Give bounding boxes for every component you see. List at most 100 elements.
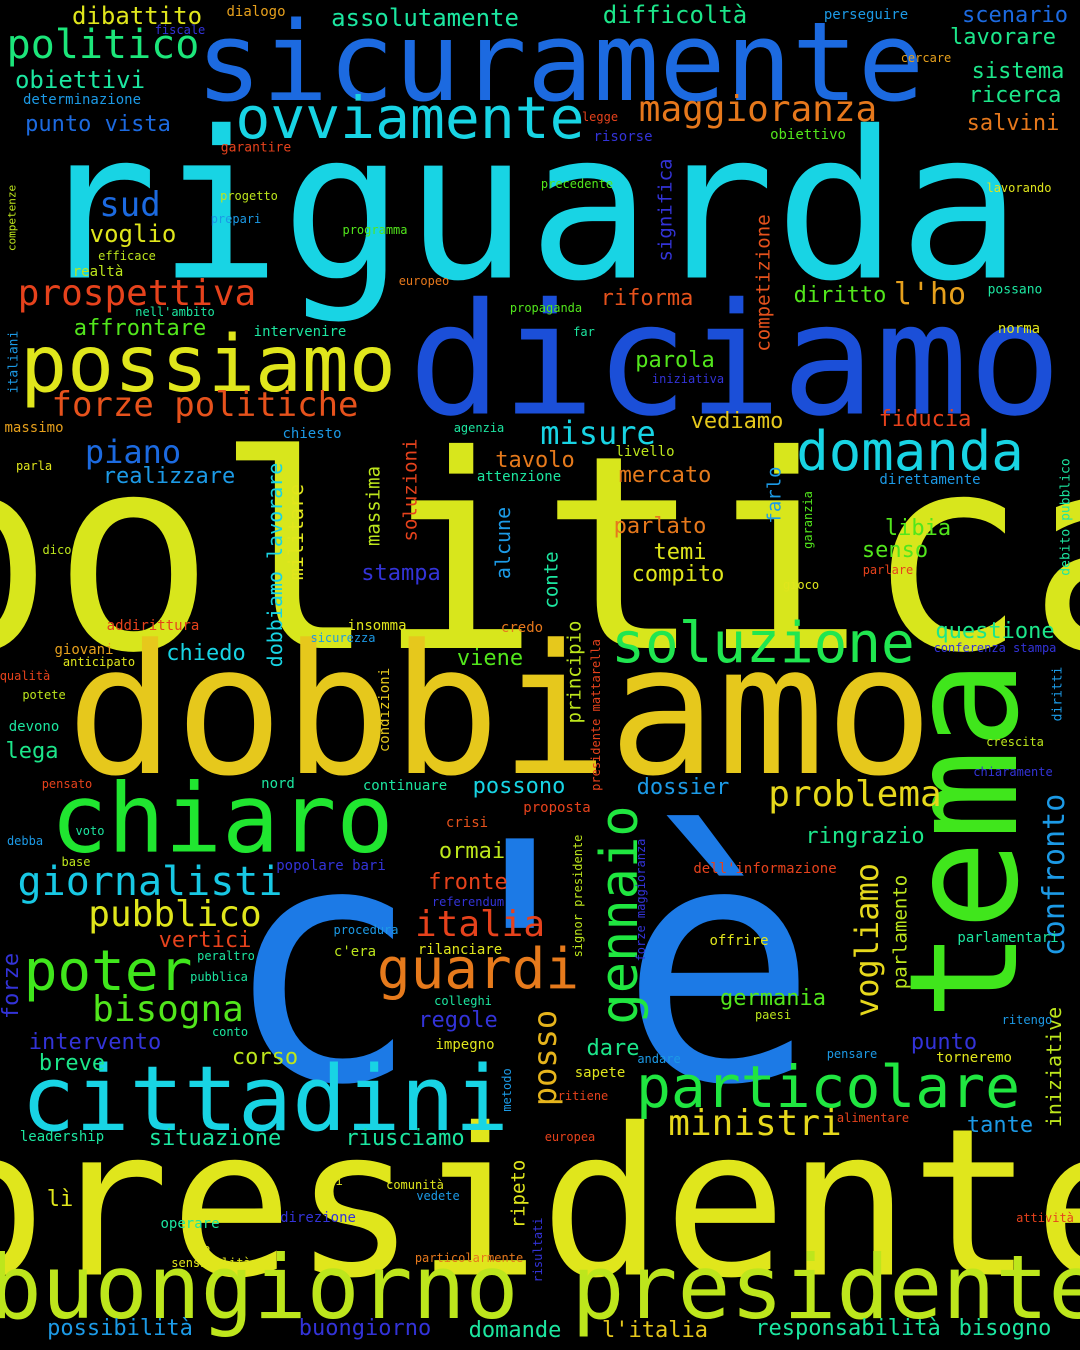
word-104: condizioni (377, 667, 393, 753)
word-48: affrontare (73, 316, 207, 341)
word-84: possibilità (47, 1316, 193, 1341)
word-69: ringrazio (805, 824, 925, 849)
word-122: europeo (398, 274, 450, 288)
word-157: nord (261, 776, 295, 792)
word-195: attività (1016, 1211, 1074, 1225)
word-161: crisi (445, 815, 489, 831)
word-126: propaganda (509, 301, 583, 315)
word-146: credo (500, 620, 544, 636)
word-28: forze politiche (51, 385, 359, 425)
word-66: lega (5, 739, 59, 764)
word-44: salvini (966, 111, 1060, 136)
word-184: pensare (826, 1047, 878, 1061)
word-41: lavorare (950, 25, 1056, 50)
word-80: situazione (148, 1126, 282, 1151)
word-144: insomma (347, 618, 407, 634)
word-186: sapete (574, 1065, 626, 1081)
word-132: chiesto (282, 426, 342, 442)
word-147: giovani (54, 642, 114, 658)
word-100: parlamento (889, 874, 912, 990)
word-142: parlare (862, 563, 914, 577)
word-22: maggioranza (638, 89, 878, 130)
word-105: dialogo (226, 4, 286, 20)
word-166: dell'informazione (693, 861, 837, 877)
word-192: comunità (386, 1178, 444, 1192)
word-131: massimo (4, 420, 64, 436)
word-191: rai (321, 1174, 343, 1188)
word-49: riforma (600, 286, 694, 311)
word-158: continuare (362, 778, 448, 794)
word-88: responsabilità (755, 1316, 941, 1341)
word-53: fiducia (878, 407, 972, 432)
word-181: impegno (435, 1037, 495, 1053)
word-29: misure (540, 414, 656, 452)
word-51: parola (635, 348, 715, 373)
word-141: gioco (782, 578, 820, 592)
word-83: lì (46, 1187, 74, 1212)
word-20: giornalisti (17, 859, 283, 905)
word-91: significa (654, 158, 677, 262)
word-52: vediamo (690, 409, 784, 434)
word-6: diciamo (408, 269, 1062, 451)
word-15: soluzione (611, 611, 915, 676)
word-27: italia (414, 904, 546, 945)
word-120: efficace (98, 249, 156, 263)
word-173: offrire (709, 933, 769, 949)
word-85: buongiorno (298, 1316, 432, 1341)
word-40: scenario (962, 3, 1068, 28)
word-130: iniziativa (651, 372, 725, 386)
word-118: competenze (5, 184, 19, 252)
word-93: militare (284, 483, 308, 581)
word-103: ripeto (507, 1159, 530, 1229)
word-133: agenzia (453, 421, 505, 435)
word-182: metodo (500, 1068, 514, 1112)
word-180: ritengo (1001, 1013, 1053, 1027)
word-81: riusciamo (345, 1126, 465, 1151)
word-111: risorse (593, 129, 653, 145)
word-121: realtà (72, 264, 124, 280)
word-140: garanzia (801, 491, 815, 549)
word-193: vedete (416, 1189, 460, 1203)
word-128: far (573, 325, 595, 339)
word-57: parlato (613, 514, 707, 539)
word-47: voglio (89, 220, 177, 248)
word-113: garantire (220, 140, 292, 156)
word-35: sud (99, 185, 161, 225)
word-95: soluzioni (399, 438, 422, 542)
word-110: legge (581, 110, 619, 124)
word-55: mercato (618, 463, 712, 488)
word-145: sicurezza (310, 631, 376, 645)
word-12: possiamo (20, 320, 396, 410)
word-8: sicuramente (195, 0, 925, 126)
word-198: de (195, 1242, 211, 1256)
word-151: potete (22, 688, 66, 702)
word-106: perseguire (823, 7, 909, 23)
word-196: operare (160, 1216, 220, 1232)
word-21: politico (6, 22, 200, 68)
word-76: breve (38, 1051, 106, 1076)
word-107: fiscale (154, 23, 206, 37)
word-43: ricerca (968, 83, 1062, 108)
word-61: senso (861, 538, 929, 563)
word-114: precedente (540, 177, 614, 191)
word-194: risultati (531, 1217, 545, 1283)
word-171: c'era (333, 944, 377, 960)
word-153: devono (8, 719, 60, 735)
word-70: ormai (438, 839, 506, 864)
word-124: norma (997, 321, 1041, 337)
word-63: questione (935, 619, 1055, 644)
word-23: prospettiva (17, 273, 257, 314)
word-169: forze maggioranza (634, 838, 648, 962)
word-60: libia (884, 516, 952, 541)
word-5: dobbiamo (66, 607, 934, 816)
word-115: progetto (220, 189, 278, 203)
word-9: chiaro (50, 764, 394, 875)
word-58: temi (653, 540, 707, 565)
word-148: anticipato (62, 655, 136, 669)
word-1: c'è (221, 773, 819, 1157)
word-18: poter (23, 939, 193, 1004)
word-11: buongiorno presidente (0, 1236, 1080, 1339)
word-137: debito pubblico (1058, 458, 1074, 576)
word-89: bisogno (958, 1316, 1052, 1341)
word-98: principio (563, 620, 586, 724)
